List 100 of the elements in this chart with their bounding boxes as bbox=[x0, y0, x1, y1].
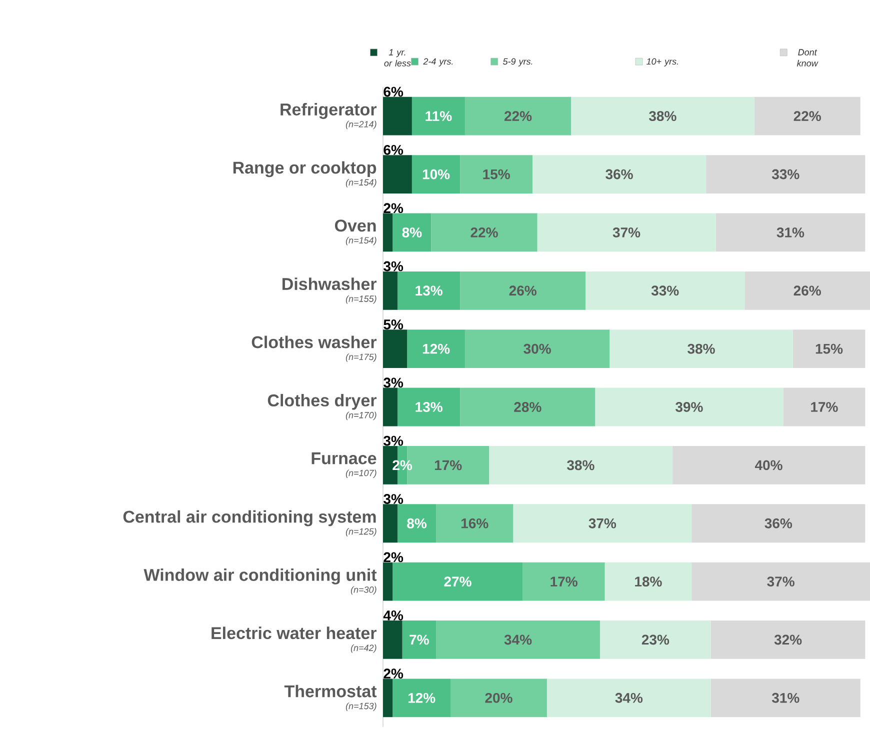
bar bbox=[460, 271, 586, 310]
bar bbox=[460, 388, 596, 426]
bar bbox=[464, 96, 572, 136]
y-tick-label: Range or cooktop bbox=[233, 161, 376, 178]
bar bbox=[460, 155, 532, 194]
bar bbox=[383, 388, 398, 426]
bar bbox=[716, 213, 866, 252]
data-label: 27% bbox=[444, 576, 472, 586]
y-tick-label: Furnace bbox=[312, 452, 376, 464]
data-label: 13% bbox=[416, 286, 442, 296]
data-label: 7% bbox=[410, 634, 429, 645]
data-label: 31% bbox=[776, 227, 804, 238]
text: (n=42) bbox=[350, 644, 376, 653]
bar bbox=[706, 155, 866, 194]
bar bbox=[383, 271, 398, 310]
bar bbox=[522, 562, 605, 601]
data-label: 17% bbox=[550, 576, 578, 586]
data-label: 31% bbox=[772, 692, 800, 703]
text: (n=154) bbox=[346, 178, 376, 188]
data-label: 12% bbox=[408, 692, 436, 703]
data-label: 38% bbox=[567, 460, 594, 470]
data-label: 2% bbox=[384, 203, 404, 214]
bar bbox=[464, 330, 610, 368]
text: (n=125) bbox=[346, 528, 376, 536]
data-label: 15% bbox=[483, 169, 510, 180]
data-label: 22% bbox=[470, 228, 498, 238]
data-label: 37% bbox=[767, 576, 794, 587]
data-label: 2% bbox=[384, 668, 404, 679]
data-label: 38% bbox=[688, 344, 715, 354]
data-label: 36% bbox=[606, 169, 633, 180]
text: (n=155) bbox=[346, 295, 376, 304]
data-label: 32% bbox=[774, 634, 802, 645]
data-label: 10% bbox=[422, 169, 450, 180]
bar bbox=[513, 504, 692, 543]
data-label: 16% bbox=[461, 518, 488, 528]
bar bbox=[402, 620, 436, 659]
data-label: 33% bbox=[772, 169, 800, 180]
bar bbox=[571, 96, 754, 136]
bar bbox=[692, 562, 870, 601]
y-tick-label: Dishwasher bbox=[282, 278, 377, 290]
y-tick-label: Oven bbox=[334, 220, 376, 232]
bar bbox=[383, 330, 408, 368]
data-label: 15% bbox=[816, 344, 843, 354]
bar bbox=[412, 96, 465, 136]
bar bbox=[600, 620, 711, 659]
bar bbox=[407, 330, 465, 368]
text: (n=214) bbox=[346, 120, 376, 130]
bar bbox=[604, 562, 692, 601]
data-label: 2% bbox=[384, 552, 404, 562]
bar bbox=[692, 504, 866, 543]
text: (n=170) bbox=[346, 412, 376, 420]
y-tick-label: Electric water heater bbox=[212, 626, 377, 640]
data-label: 22% bbox=[794, 111, 821, 122]
text: (n=153) bbox=[346, 702, 376, 711]
legend-label: 1 yr. or less bbox=[384, 49, 411, 66]
data-label: 26% bbox=[509, 286, 536, 296]
bar bbox=[532, 155, 706, 194]
bar bbox=[489, 446, 672, 484]
data-label: 6% bbox=[384, 144, 404, 155]
bar bbox=[754, 96, 860, 136]
bar bbox=[397, 271, 460, 310]
data-label: 20% bbox=[485, 692, 512, 703]
data-label: 3% bbox=[384, 261, 404, 272]
text: (n=107) bbox=[346, 470, 376, 478]
bar bbox=[610, 330, 793, 368]
data-label: 5% bbox=[384, 320, 404, 330]
data-label: 23% bbox=[642, 634, 670, 645]
y-tick-label: Refrigerator bbox=[280, 103, 377, 119]
data-label: 34% bbox=[615, 692, 643, 703]
bar bbox=[450, 678, 547, 718]
bar bbox=[392, 213, 432, 252]
data-label: 17% bbox=[811, 402, 838, 412]
data-label: 30% bbox=[524, 344, 551, 354]
text: (n=30) bbox=[350, 586, 376, 595]
data-label: 28% bbox=[514, 402, 542, 412]
bar bbox=[436, 504, 514, 543]
legend-label: Dont know bbox=[796, 49, 818, 66]
bar bbox=[783, 388, 866, 426]
bar bbox=[383, 96, 412, 136]
data-label: 40% bbox=[754, 460, 782, 470]
data-label: 37% bbox=[612, 227, 640, 238]
bar bbox=[595, 388, 784, 426]
bar bbox=[383, 678, 393, 718]
bar bbox=[546, 678, 711, 718]
bar bbox=[397, 504, 436, 543]
data-label: 36% bbox=[764, 518, 792, 528]
data-label: 38% bbox=[648, 111, 676, 122]
data-label: 18% bbox=[635, 576, 662, 587]
bar bbox=[672, 446, 866, 484]
bar bbox=[586, 271, 745, 310]
data-label: 12% bbox=[422, 344, 450, 354]
bar bbox=[710, 678, 860, 718]
text: (n=154) bbox=[346, 236, 376, 246]
data-label: 13% bbox=[416, 402, 442, 412]
data-label: 3% bbox=[384, 494, 404, 504]
bar bbox=[431, 213, 538, 252]
data-label: 37% bbox=[588, 518, 616, 528]
legend-label: 10+ yrs. bbox=[646, 58, 678, 66]
legend-label: 5-9 yrs. bbox=[502, 58, 532, 66]
y-tick-label: Thermostat bbox=[284, 684, 377, 698]
